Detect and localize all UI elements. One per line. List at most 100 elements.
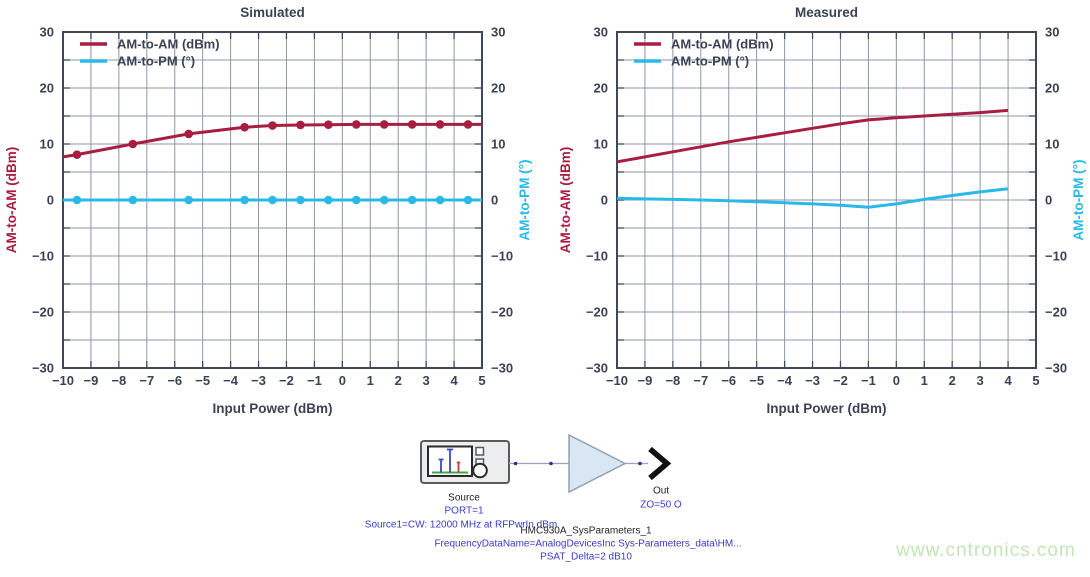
series-line-0 [62,122,482,159]
legend-label: AM-to-PM (°) [671,54,749,69]
y-tick-label-left: 10 [40,137,54,152]
series-marker-1 [184,195,193,205]
series-marker-0 [435,120,445,129]
x-tick-label: 5 [478,373,485,388]
y-tick-label-left: 0 [601,193,608,208]
series-marker-0 [407,120,417,129]
chart-title: Simulated [240,5,305,20]
x-tick-label: −5 [195,373,210,388]
x-tick-label: −7 [693,373,708,388]
y-tick-label-right: −30 [491,361,513,376]
x-tick-label: −6 [721,373,736,388]
series-marker-0 [184,129,193,139]
source-button-top [475,446,485,456]
legend: AM-to-AM (dBm) AM-to-PM (°) [80,37,220,69]
y-tick-label-right: −30 [1045,361,1067,376]
series-marker-1 [296,195,305,205]
x-tick-label: −9 [84,373,99,388]
source-label: Source [448,492,480,504]
component-param2-label: PSAT_Delta=2 dB10 [540,551,632,563]
spectrum-bar-blue-short [438,458,444,473]
x-tick-label: 0 [893,373,900,388]
x-tick-label: −5 [749,373,764,388]
wire-node [549,461,553,466]
legend-label: AM-to-AM (dBm) [671,37,774,52]
series-marker-0 [379,120,389,129]
series-marker-0 [128,139,138,149]
x-tick-label: 2 [395,373,402,388]
watermark: www.cntronics.com [896,540,1076,561]
measured-plot: AM-to-AM (dBm)AM-to-PM (°)−30 −30−20 −20−1… [558,5,1086,416]
plot-border [616,31,1037,369]
legend: AM-to-AM (dBm) AM-to-PM (°) [634,37,774,69]
y-axis-title-left: AM-to-AM (dBm) [4,147,19,253]
x-tick-label: 1 [367,373,374,388]
x-tick-label: −7 [139,373,154,388]
x-tick-label: −4 [777,373,793,388]
y-tick-label-left: −30 [586,361,608,376]
y-tick-label-left: 20 [594,81,608,96]
x-tick-label: 3 [977,373,984,388]
y-axis-title-right: AM-to-PM (°) [1071,159,1086,240]
series-marker-1 [324,195,333,205]
y-tick-label-left: −10 [32,249,54,264]
y-tick-label-left: 10 [594,137,608,152]
out-impedance-label: ZO=50 O [640,499,682,511]
component-param1-label: FrequencyDataName=AnalogDevicesInc Sys-P… [434,538,742,550]
x-tick-label: −8 [111,373,126,388]
series-marker-1 [407,195,417,205]
x-tick-label: 3 [423,373,430,388]
series-marker-1 [268,195,277,205]
x-tick-label: −10 [606,373,628,388]
y-tick-label-right: 20 [1045,81,1059,96]
x-tick-label: −8 [665,373,680,388]
x-tick-label: −6 [167,373,182,388]
x-axis-title: Input Power (dBm) [213,401,333,416]
x-tick-label: −10 [52,373,74,388]
source-desc-label: Source1=CW: 12000 MHz at RFPwrIn dBm [364,519,558,531]
y-tick-label-left: 30 [594,25,608,40]
wire-node [638,461,642,466]
component-name-label: HMC930A_SysParameters_1 [520,525,652,537]
simulated-chart: AM-to-AM (dBm)AM-to-PM (°)−30 −30−20 −20−1… [4,5,532,416]
series-marker-0 [268,121,277,130]
series-line-0 [616,108,1009,164]
y-tick-label-right: −10 [491,249,513,264]
x-tick-label: 1 [921,373,928,388]
x-tick-label: −1 [861,373,876,388]
amplifier-icon [568,433,627,494]
y-tick-label-left: 0 [47,193,54,208]
y-tick-label-right: 10 [1045,137,1059,152]
wire-node [513,461,518,466]
spectrum-bar-red [456,461,461,473]
series-marker-0 [240,122,249,132]
legend-label: AM-to-AM (dBm) [117,37,220,52]
output-port-icon [648,446,672,481]
series-marker-0 [324,120,333,129]
spectrum-bar-blue-tall [447,448,453,473]
x-tick-label: 4 [450,373,458,388]
x-tick-label: 2 [949,373,956,388]
x-tick-label: 5 [1032,373,1039,388]
x-axis-title: Input Power (dBm) [767,401,887,416]
out-label: Out [652,485,670,497]
y-tick-label-left: −20 [32,305,54,320]
x-tick-label: 4 [1004,373,1012,388]
x-tick-label: −3 [251,373,266,388]
series-marker-0 [72,150,82,159]
y-tick-label-right: −20 [491,305,513,320]
legend-label: AM-to-PM (°) [117,54,195,69]
y-tick-label-right: −20 [1045,305,1067,320]
x-tick-label: −3 [805,373,820,388]
series-line-1 [616,187,1009,209]
y-tick-label-right: −10 [1045,249,1067,264]
y-tick-label-right: 0 [491,193,498,208]
series-marker-1 [463,195,473,205]
x-tick-label: −4 [223,373,239,388]
y-tick-label-left: −20 [586,305,608,320]
y-tick-label-right: 0 [1045,193,1052,208]
series-marker-0 [296,120,305,130]
measured-chart: AM-to-AM (dBm)AM-to-PM (°)−30 −30−20 −20−1… [558,5,1086,416]
y-tick-label-left: 30 [40,25,54,40]
